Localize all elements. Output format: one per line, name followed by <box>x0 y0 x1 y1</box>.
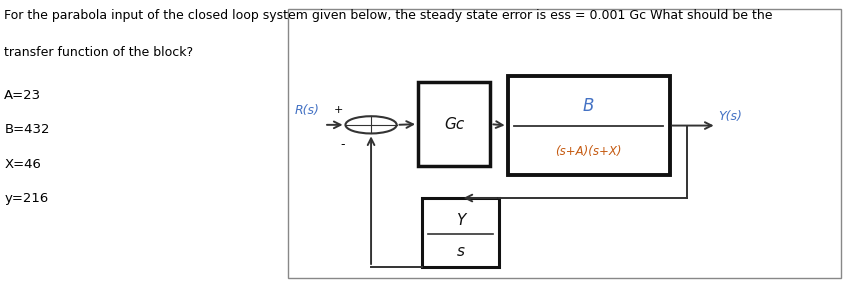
Text: (s+A)(s+X): (s+A)(s+X) <box>555 145 621 158</box>
Text: Y: Y <box>456 213 464 228</box>
Bar <box>288 9 840 278</box>
Text: A=23: A=23 <box>4 89 42 102</box>
Text: +: + <box>334 106 343 115</box>
Bar <box>417 82 490 166</box>
Text: -: - <box>340 138 345 152</box>
Text: B=432: B=432 <box>4 123 49 136</box>
Text: For the parabola input of the closed loop system given below, the steady state e: For the parabola input of the closed loo… <box>4 9 772 22</box>
Text: s: s <box>456 244 464 259</box>
Bar <box>507 76 669 175</box>
Text: R(s): R(s) <box>294 104 319 117</box>
Text: B: B <box>582 97 594 115</box>
Text: Y(s): Y(s) <box>717 110 741 123</box>
Text: y=216: y=216 <box>4 192 49 205</box>
Text: Gc: Gc <box>444 117 463 132</box>
Text: X=46: X=46 <box>4 158 41 171</box>
Text: transfer function of the block?: transfer function of the block? <box>4 46 193 59</box>
Bar <box>422 198 498 267</box>
